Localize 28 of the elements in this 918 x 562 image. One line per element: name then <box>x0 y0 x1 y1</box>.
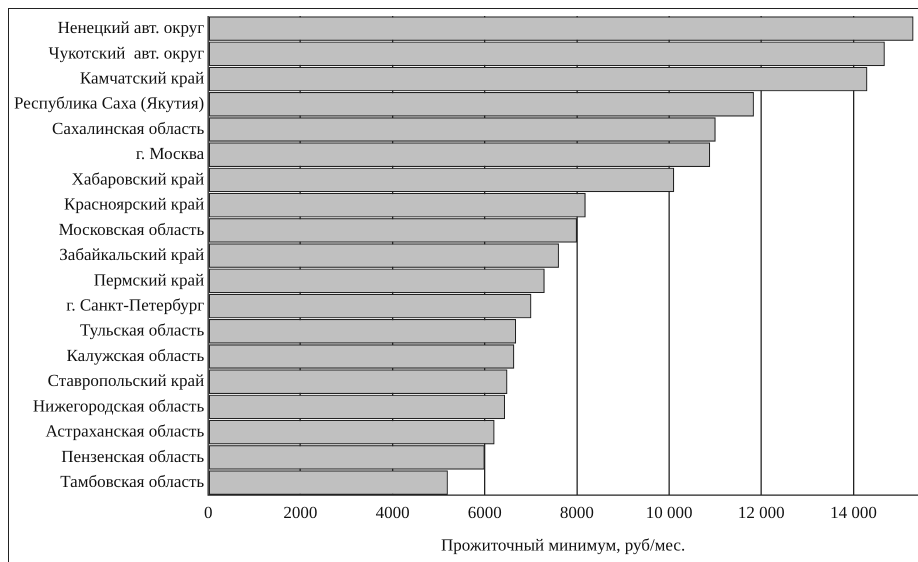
y-tick-label: Пензенская область <box>61 446 204 466</box>
x-tick-label: 6000 <box>468 502 502 522</box>
x-tick-label: 4000 <box>376 502 410 522</box>
x-tick-label: 10 000 <box>646 502 692 522</box>
y-tick-label: г. Москва <box>136 144 205 164</box>
y-tick-label: Ставропольский край <box>48 371 204 390</box>
x-tick-label: 12 000 <box>738 502 785 522</box>
y-tick-label: Тамбовская область <box>60 472 204 492</box>
y-tick-label: Московская область <box>58 220 204 239</box>
y-tick-label: Нижегородская область <box>32 396 204 416</box>
x-axis-title: Прожиточный минимум, руб/мес. <box>441 535 686 554</box>
x-tick-label: 0 <box>204 502 212 522</box>
x-tick-label: 8000 <box>560 502 594 522</box>
y-tick-label: Пермский край <box>94 270 204 290</box>
y-tick-label: Республика Саха (Якутия) <box>14 94 204 113</box>
y-tick-label: г. Санкт-Петербург <box>66 296 204 315</box>
y-tick-label: Калужская область <box>66 346 204 365</box>
y-tick-label: Ненецкий авт. округ <box>58 18 204 38</box>
y-tick-label: Забайкальский край <box>59 245 204 264</box>
y-tick-label: Чукотский авт. округ <box>48 43 204 62</box>
y-tick-label: Хабаровский край <box>72 169 204 188</box>
y-tick-label: Камчатский край <box>80 68 204 88</box>
y-tick-label: Тульская область <box>80 320 204 340</box>
y-tick-label: Сахалинская область <box>52 118 204 138</box>
x-tick-label: 14 000 <box>830 502 877 522</box>
y-tick-label: Астраханская область <box>46 422 204 441</box>
y-tick-label: Красноярский край <box>64 194 204 214</box>
x-tick-label: 2000 <box>283 502 318 522</box>
